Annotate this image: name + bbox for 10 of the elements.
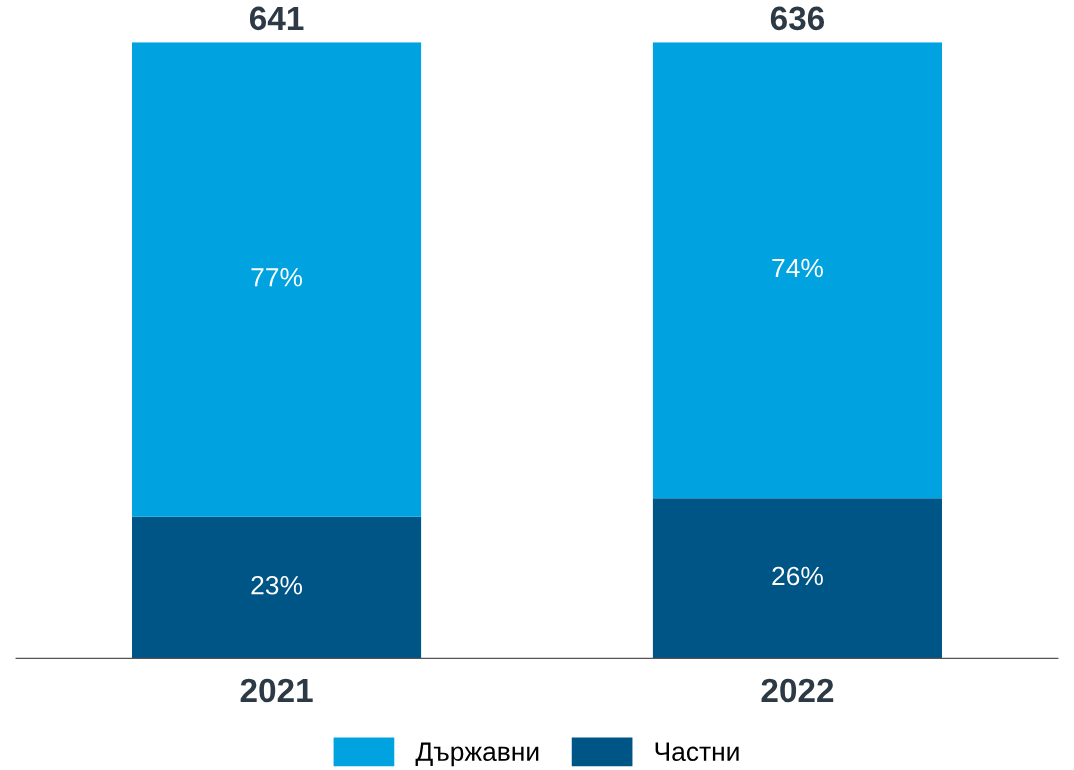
x-tick-label: 2021 (240, 678, 313, 703)
x-tick-label: 2022 (761, 678, 834, 703)
annotation: 641 (249, 6, 304, 31)
data-label: 23% (251, 575, 303, 595)
annotation: 636 (770, 6, 825, 31)
legend-label: Частни (655, 742, 739, 762)
data-label: 26% (772, 566, 823, 586)
data-label: 74% (772, 258, 823, 278)
data-label: 77% (251, 268, 303, 287)
legend-label: Държавни (415, 742, 539, 767)
